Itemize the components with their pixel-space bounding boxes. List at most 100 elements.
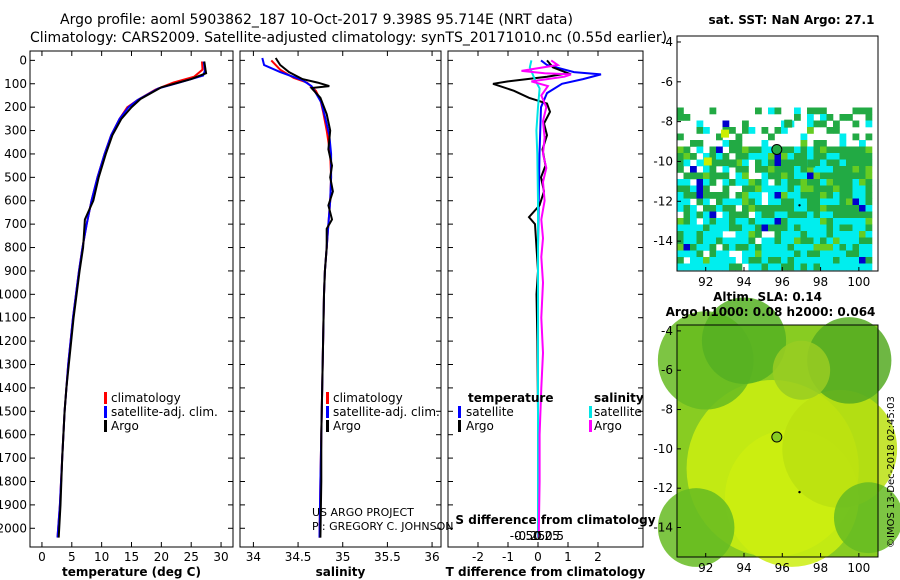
x-axis-label: T difference from climatology bbox=[446, 565, 646, 579]
sst-cell bbox=[690, 224, 697, 232]
sst-cell bbox=[716, 250, 723, 258]
sst-cell bbox=[846, 218, 853, 225]
sst-cell bbox=[690, 172, 697, 180]
sst-cell bbox=[820, 185, 827, 193]
sst-cell bbox=[755, 192, 762, 199]
sst-cell bbox=[794, 166, 801, 173]
sst-cell bbox=[742, 185, 749, 193]
sst-cell bbox=[703, 157, 712, 166]
sst-cell bbox=[813, 224, 821, 232]
sst-cell bbox=[839, 257, 847, 264]
sst-cell bbox=[800, 192, 808, 199]
sst-cell bbox=[722, 224, 730, 232]
sst-cell bbox=[852, 237, 860, 245]
series-s-satellite bbox=[528, 60, 541, 538]
map-x-tick-label: 100 bbox=[847, 275, 870, 289]
panel-frame bbox=[29, 50, 234, 548]
sst-cell bbox=[839, 237, 847, 245]
map-y-tick-label: -8 bbox=[661, 403, 673, 417]
sst-cell bbox=[709, 211, 717, 219]
sst-cell bbox=[742, 237, 749, 245]
trajectory-dot bbox=[798, 204, 801, 207]
sst-cell bbox=[839, 205, 847, 212]
sst-cell bbox=[703, 205, 710, 212]
sst-cell bbox=[677, 198, 684, 206]
sst-cell bbox=[787, 146, 795, 154]
sst-cell bbox=[865, 211, 873, 219]
sst-cell bbox=[852, 211, 860, 219]
sst-cell bbox=[839, 231, 847, 238]
sst-cell bbox=[774, 179, 782, 186]
sst-cell bbox=[703, 263, 710, 271]
sst-cell bbox=[833, 257, 840, 264]
sst-cell bbox=[722, 218, 730, 225]
sst-cell bbox=[709, 192, 717, 199]
sst-cell bbox=[722, 244, 730, 251]
sst-cell bbox=[768, 198, 775, 206]
sst-cell bbox=[735, 146, 743, 154]
sst-cell bbox=[833, 120, 840, 128]
sst-cell bbox=[781, 244, 788, 251]
top-tick-label: 0.5 bbox=[545, 529, 564, 543]
sst-cell bbox=[794, 192, 801, 199]
sst-cell bbox=[768, 192, 775, 199]
sst-cell bbox=[716, 257, 723, 264]
sst-cell bbox=[807, 263, 814, 271]
sst-cell bbox=[794, 172, 801, 180]
sst-cell bbox=[761, 263, 769, 271]
sst-cell bbox=[839, 218, 847, 225]
sst-cell bbox=[852, 263, 860, 271]
sla-map: 92 94 96 98 100 -4 -6 -8 -10 -12 -14 Altim. SLA: 0.… bbox=[653, 290, 900, 575]
sst-cell bbox=[787, 179, 795, 186]
sst-cell bbox=[677, 107, 684, 115]
sst-cell bbox=[807, 244, 814, 251]
sst-cell bbox=[735, 179, 743, 186]
sst-cell bbox=[722, 205, 730, 212]
sst-cell bbox=[683, 250, 691, 258]
legend-label: satellite bbox=[466, 405, 514, 419]
sst-cell bbox=[768, 205, 775, 212]
x-tick-label: 0 bbox=[534, 550, 542, 564]
sst-cell bbox=[755, 231, 762, 238]
sst-cell bbox=[722, 179, 730, 186]
sst-cell bbox=[755, 185, 762, 193]
legend-title-temperature: temperature bbox=[468, 391, 553, 405]
sst-cell bbox=[722, 263, 730, 271]
sst-cell bbox=[690, 257, 697, 264]
sst-cell bbox=[742, 198, 749, 206]
sst-cell bbox=[683, 114, 691, 121]
y-tick-label: 400 bbox=[4, 147, 27, 161]
panel-frame bbox=[447, 50, 644, 548]
sst-cell bbox=[807, 237, 814, 245]
sst-cell bbox=[807, 172, 814, 180]
sla-field-blob bbox=[772, 340, 831, 400]
sst-cell bbox=[755, 205, 762, 212]
imos-watermark: ©IMOS 13-Dec-2018 02:45:03 bbox=[886, 396, 897, 548]
sst-cell bbox=[865, 192, 873, 199]
sst-cell bbox=[781, 159, 788, 167]
legend-label: climatology bbox=[333, 391, 403, 405]
sst-cell bbox=[859, 205, 866, 212]
sst-cell bbox=[748, 257, 756, 264]
sst-cell bbox=[768, 153, 775, 160]
x-tick-label: 2 bbox=[594, 550, 602, 564]
legend-swatch bbox=[458, 420, 461, 432]
legend-swatch bbox=[589, 420, 592, 432]
sst-cell bbox=[813, 159, 821, 167]
y-tick-label: 1500 bbox=[0, 404, 27, 418]
sst-cell bbox=[755, 146, 762, 154]
sst-cell bbox=[768, 185, 775, 193]
sst-cell bbox=[742, 244, 749, 251]
legend-label: Argo bbox=[466, 419, 494, 433]
sst-cell bbox=[820, 192, 827, 199]
sst-cell bbox=[774, 211, 782, 219]
sst-cell bbox=[690, 192, 697, 199]
legend-swatch bbox=[458, 406, 461, 418]
y-tick-label: 2000 bbox=[0, 521, 27, 535]
sst-cell bbox=[677, 205, 684, 212]
series-argo bbox=[274, 57, 334, 538]
sst-cell bbox=[807, 257, 814, 264]
sst-cell bbox=[748, 250, 756, 258]
sst-cell bbox=[839, 153, 847, 160]
